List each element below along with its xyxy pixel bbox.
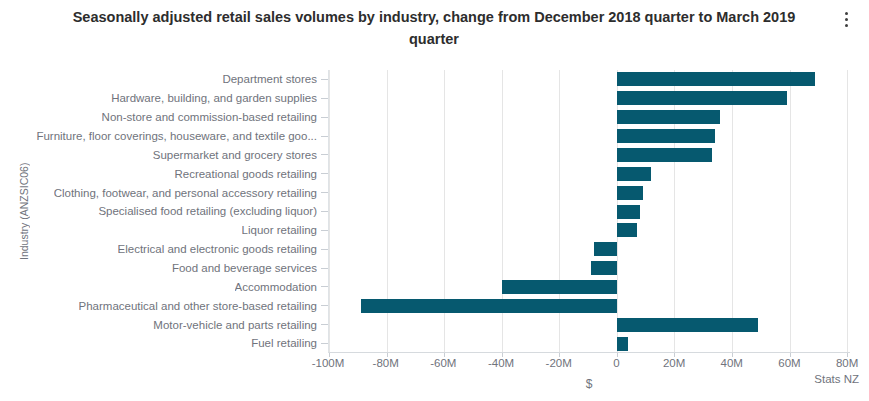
bar[interactable] (617, 110, 721, 124)
bar[interactable] (502, 280, 617, 294)
category-label: Electrical and electronic goods retailin… (118, 243, 317, 255)
x-tick-label: 20M (663, 357, 685, 369)
category-label-row: Fuel retailing (0, 334, 328, 353)
category-label: Non-store and commission-based retailing (102, 111, 317, 123)
y-tick (321, 79, 328, 80)
category-label-row: Hardware, building, and garden supplies (0, 89, 328, 108)
category-label: Liquor retailing (242, 224, 317, 236)
kebab-dot (845, 24, 848, 27)
bar[interactable] (591, 261, 617, 275)
x-tick-label: -20M (546, 357, 572, 369)
bar[interactable] (617, 167, 652, 181)
category-label-row: Electrical and electronic goods retailin… (0, 240, 328, 259)
y-tick (321, 98, 328, 99)
category-label: Food and beverage services (172, 262, 317, 274)
kebab-dot (845, 18, 848, 21)
bar[interactable] (361, 299, 617, 313)
y-tick (321, 136, 328, 137)
x-tick-label: -80M (373, 357, 399, 369)
plot-area (328, 70, 850, 353)
chart-title: Seasonally adjusted retail sales volumes… (54, 6, 814, 51)
category-label: Department stores (222, 73, 317, 85)
x-axis-label: $ (328, 377, 850, 391)
category-label: Motor-vehicle and parts retailing (153, 319, 317, 331)
y-tick (321, 268, 328, 269)
category-label: Specialised food retailing (excluding li… (98, 205, 317, 217)
category-label: Fuel retailing (251, 337, 317, 349)
kebab-menu-icon[interactable] (837, 8, 855, 30)
gridline (790, 70, 791, 352)
category-labels: Department stores Hardware, building, and… (0, 70, 328, 353)
bar[interactable] (594, 242, 617, 256)
category-label-row: Liquor retailing (0, 221, 328, 240)
gridline (732, 70, 733, 352)
category-label-row: Recreational goods retailing (0, 164, 328, 183)
category-label-row: Furniture, floor coverings, houseware, a… (0, 127, 328, 146)
chart-card: Seasonally adjusted retail sales volumes… (0, 0, 869, 401)
x-tick-label: -100M (312, 357, 345, 369)
category-label: Pharmaceutical and other store-based ret… (79, 300, 317, 312)
gridline (847, 70, 848, 352)
category-label-row: Non-store and commission-based retailing (0, 108, 328, 127)
category-label: Supermarket and grocery stores (153, 149, 317, 161)
y-tick (321, 286, 328, 287)
category-label: Accommodation (235, 281, 317, 293)
bar[interactable] (617, 205, 640, 219)
bar[interactable] (617, 129, 715, 143)
kebab-dot (845, 12, 848, 15)
x-axis: -100M-80M-60M-40M-20M020M40M60M80M (328, 357, 850, 372)
y-tick (321, 305, 328, 306)
category-label-row: Motor-vehicle and parts retailing (0, 315, 328, 334)
bar[interactable] (617, 337, 629, 351)
category-label: Hardware, building, and garden supplies (111, 92, 317, 104)
bar[interactable] (617, 148, 712, 162)
category-label-row: Pharmaceutical and other store-based ret… (0, 296, 328, 315)
y-tick (321, 173, 328, 174)
category-label-row: Department stores (0, 70, 328, 89)
y-tick (321, 230, 328, 231)
bar[interactable] (617, 91, 787, 105)
category-label-row: Accommodation (0, 277, 328, 296)
category-label: Clothing, footwear, and personal accesso… (54, 187, 317, 199)
x-tick-label: -60M (430, 357, 456, 369)
bar[interactable] (617, 72, 816, 86)
bar[interactable] (617, 223, 637, 237)
source-attribution: Stats NZ (814, 373, 859, 385)
x-tick-label: -40M (488, 357, 514, 369)
category-label-row: Supermarket and grocery stores (0, 145, 328, 164)
x-tick-label: 40M (721, 357, 743, 369)
x-tick-label: 0 (613, 357, 619, 369)
gridline (329, 70, 330, 352)
x-tick-label: 60M (778, 357, 800, 369)
y-tick (321, 154, 328, 155)
category-label-row: Clothing, footwear, and personal accesso… (0, 183, 328, 202)
y-tick (321, 324, 328, 325)
y-tick (321, 211, 328, 212)
y-tick (321, 117, 328, 118)
x-tick-label: 80M (836, 357, 858, 369)
bar[interactable] (617, 318, 758, 332)
category-label-row: Food and beverage services (0, 259, 328, 278)
bar[interactable] (617, 186, 643, 200)
y-tick (321, 343, 328, 344)
y-tick (321, 192, 328, 193)
category-label: Furniture, floor coverings, houseware, a… (36, 130, 317, 142)
category-label-row: Specialised food retailing (excluding li… (0, 202, 328, 221)
category-label: Recreational goods retailing (174, 168, 317, 180)
y-tick (321, 249, 328, 250)
